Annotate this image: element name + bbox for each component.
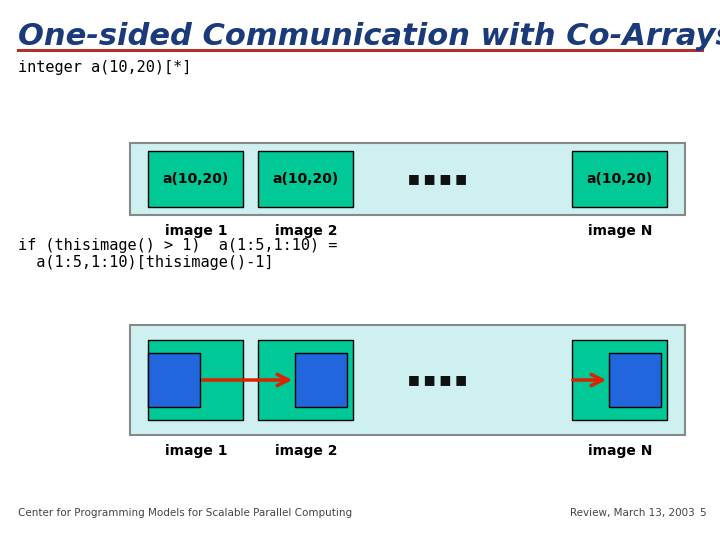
Text: image 2: image 2 — [275, 444, 337, 458]
Text: a(10,20): a(10,20) — [586, 172, 652, 186]
Bar — [609, 353, 661, 407]
Text: a(10,20): a(10,20) — [272, 172, 338, 186]
Text: image 1: image 1 — [165, 444, 228, 458]
Text: image 2: image 2 — [275, 224, 337, 238]
Text: Review, March 13, 2003: Review, March 13, 2003 — [570, 508, 695, 518]
Bar — [130, 143, 685, 215]
FancyArrowPatch shape — [203, 374, 288, 386]
Text: ■ ■ ■ ■: ■ ■ ■ ■ — [408, 374, 467, 387]
Bar — [572, 340, 667, 420]
Bar — [130, 325, 685, 435]
Bar — [295, 353, 347, 407]
Text: if (thisimage() > 1)  a(1:5,1:10) =: if (thisimage() > 1) a(1:5,1:10) = — [18, 238, 338, 253]
Bar — [572, 151, 667, 207]
Text: Center for Programming Models for Scalable Parallel Computing: Center for Programming Models for Scalab… — [18, 508, 352, 518]
Text: integer a(10,20)[*]: integer a(10,20)[*] — [18, 60, 192, 75]
Text: One-sided Communication with Co-Arrays: One-sided Communication with Co-Arrays — [18, 22, 720, 51]
FancyArrowPatch shape — [573, 374, 603, 386]
Text: ■ ■ ■ ■: ■ ■ ■ ■ — [408, 172, 467, 186]
Text: image N: image N — [588, 444, 652, 458]
Bar — [258, 151, 353, 207]
Text: image N: image N — [588, 224, 652, 238]
Bar — [148, 353, 200, 407]
Bar — [258, 340, 353, 420]
Text: a(10,20): a(10,20) — [163, 172, 229, 186]
Text: 5: 5 — [699, 508, 706, 518]
Bar — [148, 340, 243, 420]
Text: image 1: image 1 — [165, 224, 228, 238]
Bar — [148, 151, 243, 207]
Text: a(1:5,1:10)[thisimage()-1]: a(1:5,1:10)[thisimage()-1] — [18, 255, 274, 270]
